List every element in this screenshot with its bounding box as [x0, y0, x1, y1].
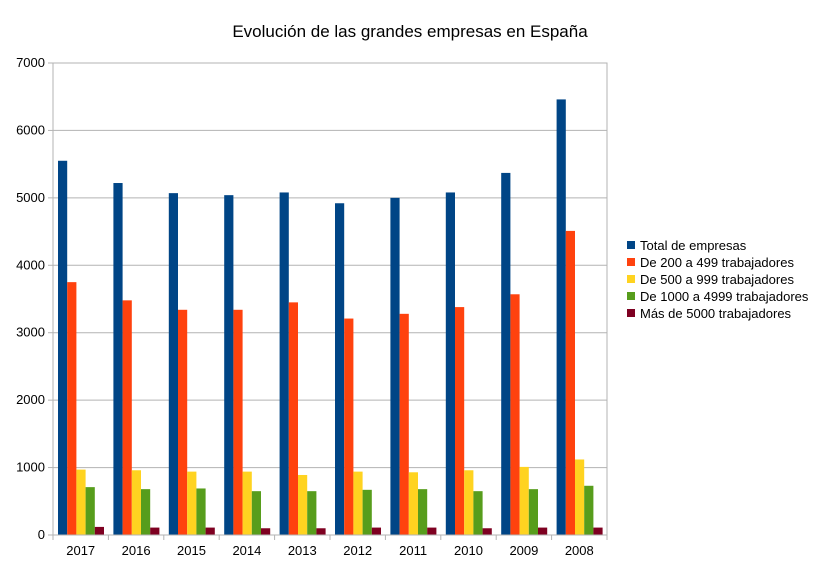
bar — [196, 488, 206, 535]
legend-label: Total de empresas — [640, 238, 747, 253]
x-tick-label: 2009 — [509, 543, 538, 558]
bar — [141, 489, 151, 535]
y-axis-ticks: 0 1000 2000 3000 4000 5000 6000 7000 — [16, 55, 45, 542]
bar — [122, 300, 132, 535]
bar — [362, 489, 372, 535]
bar — [178, 309, 188, 535]
y-tick-label: 1000 — [16, 460, 45, 475]
plot-frame — [52, 62, 608, 536]
bar — [455, 307, 465, 535]
bar — [131, 470, 141, 535]
y-tick-label: 6000 — [16, 122, 45, 137]
bar — [58, 160, 68, 535]
bar — [464, 470, 474, 535]
bar — [473, 491, 483, 535]
legend-swatch — [627, 292, 635, 300]
bar — [279, 192, 289, 535]
bars — [58, 99, 603, 536]
legend: Total de empresas De 200 a 499 trabajador… — [627, 238, 809, 321]
bar — [307, 491, 317, 535]
x-tick-label: 2015 — [177, 543, 206, 558]
y-tick-label: 2000 — [16, 392, 45, 407]
legend-swatch — [627, 258, 635, 266]
bar — [584, 485, 594, 535]
bar — [344, 318, 354, 535]
axes — [48, 62, 608, 540]
bar — [113, 183, 123, 535]
bar — [76, 469, 86, 535]
gridlines — [53, 62, 607, 536]
x-tick-label: 2014 — [232, 543, 261, 558]
y-tick-label: 7000 — [16, 55, 45, 70]
bar — [528, 489, 538, 535]
bar — [261, 528, 271, 535]
bar — [233, 309, 243, 535]
y-tick-label: 4000 — [16, 257, 45, 272]
bar — [316, 528, 326, 535]
bar — [224, 195, 234, 535]
bar — [67, 282, 77, 535]
bar — [445, 192, 455, 535]
legend-swatch — [627, 275, 635, 283]
x-tick-label: 2008 — [565, 543, 594, 558]
bar — [353, 471, 363, 535]
bar — [85, 487, 95, 535]
y-tick-label: 5000 — [16, 190, 45, 205]
bar — [575, 459, 585, 535]
bar — [482, 528, 492, 535]
x-tick-label: 2012 — [343, 543, 372, 558]
y-tick-label: 3000 — [16, 325, 45, 340]
bar — [371, 527, 381, 535]
bar — [298, 474, 308, 535]
bar — [205, 527, 215, 535]
chart-title: Evolución de las grandes empresas en Esp… — [232, 22, 588, 41]
bar — [168, 193, 178, 535]
bar — [538, 527, 548, 535]
legend-label: De 500 a 999 trabajadores — [640, 272, 794, 287]
y-tick-label: 0 — [38, 527, 45, 542]
x-tick-label: 2017 — [66, 543, 95, 558]
bar — [150, 527, 160, 535]
bar — [418, 489, 428, 535]
bar — [427, 527, 437, 535]
bar — [251, 491, 261, 535]
x-tick-label: 2011 — [399, 543, 427, 558]
x-tick-label: 2013 — [288, 543, 317, 558]
bar — [565, 230, 575, 535]
bar — [187, 471, 197, 535]
x-tick-label: 2016 — [122, 543, 151, 558]
bar — [390, 197, 400, 536]
bar — [288, 302, 298, 535]
bar — [94, 526, 104, 535]
bar — [335, 203, 345, 535]
bar — [593, 527, 603, 535]
x-tick-label: 2010 — [454, 543, 483, 558]
legend-label: Más de 5000 trabajadores — [640, 306, 792, 321]
legend-swatch — [627, 309, 635, 317]
legend-label: De 1000 a 4999 trabajadores — [640, 289, 809, 304]
bar — [399, 313, 409, 535]
bar — [242, 471, 252, 535]
bar — [519, 466, 529, 535]
legend-swatch — [627, 241, 635, 249]
bar — [556, 99, 566, 535]
bar — [510, 294, 520, 535]
bar — [501, 172, 511, 535]
x-axis-ticks: 2017 2016 2015 2014 2013 2012 2011 2010 2009 2008 — [66, 543, 594, 558]
bar — [408, 472, 418, 535]
legend-label: De 200 a 499 trabajadores — [640, 255, 794, 270]
